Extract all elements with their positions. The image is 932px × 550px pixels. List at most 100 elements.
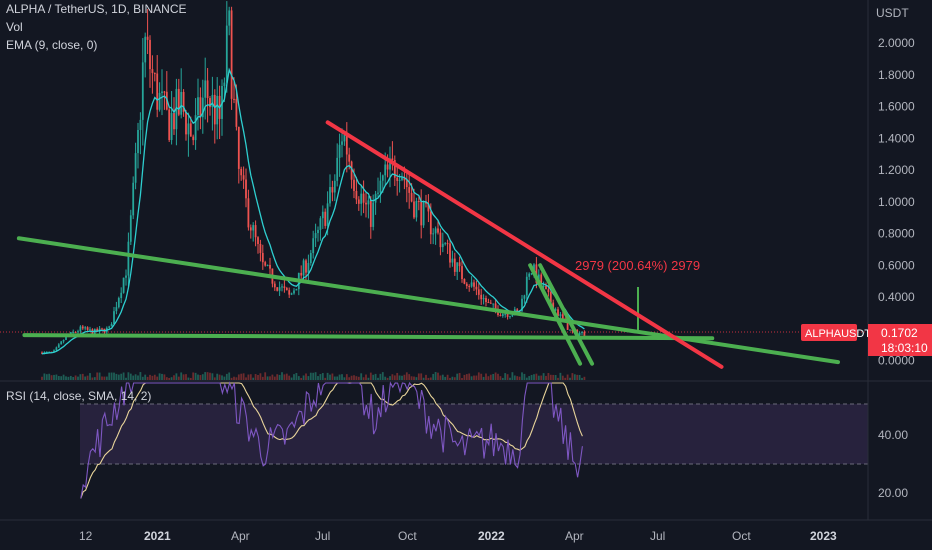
candle-body xyxy=(293,290,295,294)
rsi-legend[interactable]: RSI (14, close, SMA, 14, 2) xyxy=(6,389,152,403)
volume-bar xyxy=(62,374,65,380)
candle-body xyxy=(120,292,123,299)
candle-body xyxy=(475,286,478,290)
volume-bar xyxy=(101,376,103,380)
volume-bar xyxy=(537,375,540,380)
candle-body xyxy=(446,243,449,245)
symbol-title[interactable]: ALPHA / TetherUS, 1D, BINANCE xyxy=(6,2,187,16)
green-trendline[interactable] xyxy=(528,263,583,366)
volume-bar xyxy=(317,376,319,380)
candle-body xyxy=(151,69,154,74)
candle-body xyxy=(129,215,132,242)
volume-bar xyxy=(163,374,166,380)
volume-bar xyxy=(343,377,346,380)
candle-body xyxy=(465,283,468,287)
volume-bar xyxy=(218,374,221,380)
candle-body xyxy=(449,243,451,263)
candle-body xyxy=(437,228,439,233)
candle-body xyxy=(343,135,346,142)
volume-bar xyxy=(305,373,307,380)
volume-bar xyxy=(89,373,91,380)
candle-body xyxy=(521,298,523,312)
volume-bar xyxy=(194,372,197,380)
volume-bar xyxy=(117,374,120,380)
green-trendline[interactable] xyxy=(538,263,595,366)
candle-body xyxy=(257,237,259,244)
volume-bar xyxy=(573,374,576,380)
volume-bar xyxy=(252,377,255,380)
volume-bar xyxy=(300,377,303,380)
volume-bar xyxy=(245,377,247,380)
volume-bar xyxy=(271,374,274,380)
volume-bar xyxy=(410,376,413,380)
volume-bar xyxy=(204,372,207,380)
rsi-line xyxy=(80,381,583,499)
candle-body xyxy=(403,177,406,181)
volume-bar xyxy=(79,374,82,380)
volume-bar xyxy=(492,373,495,380)
volume-bar xyxy=(321,373,324,380)
volume-bar xyxy=(341,374,343,380)
volume-bar xyxy=(180,372,183,380)
candle-body xyxy=(336,157,339,181)
candle-body xyxy=(177,88,180,115)
volume-bar xyxy=(110,372,113,380)
candle-body xyxy=(391,158,394,161)
candle-body xyxy=(504,313,507,315)
volume-bar xyxy=(453,377,456,380)
volume-bar xyxy=(74,375,77,380)
trendlines[interactable] xyxy=(16,120,840,369)
volume-bar xyxy=(379,373,382,380)
candle-body xyxy=(96,328,99,332)
candle-body xyxy=(314,233,317,239)
candle-body xyxy=(110,324,113,327)
volume-bar xyxy=(281,372,283,380)
volume-bar xyxy=(153,374,156,380)
red-trendline[interactable] xyxy=(325,120,724,369)
volume-bar xyxy=(290,377,293,380)
candle-body xyxy=(341,141,343,145)
volume-legend[interactable]: Vol xyxy=(6,20,23,34)
candle-body xyxy=(81,326,84,329)
volume-bars xyxy=(41,372,586,380)
volume-bar xyxy=(525,377,528,380)
candle-body xyxy=(201,97,204,118)
price-scale-ticks[interactable]: 2.0000 1.8000 1.6000 1.4000 1.2000 1.0000 0.80… xyxy=(878,36,915,368)
volume-bar xyxy=(329,374,331,380)
volume-bar xyxy=(482,376,485,380)
volume-bar xyxy=(499,376,502,380)
candle-body xyxy=(144,36,147,63)
candle-body xyxy=(235,98,238,127)
candle-body xyxy=(398,179,401,181)
volume-bar xyxy=(336,376,339,380)
price-tick-label: 0.6000 xyxy=(878,258,915,272)
time-label-jul-2022: Jul xyxy=(650,529,665,543)
time-label-oct-2022: Oct xyxy=(732,529,751,543)
volume-bar xyxy=(360,373,363,380)
volume-bar xyxy=(312,372,315,380)
candle-body xyxy=(161,91,163,93)
candle-body xyxy=(549,292,552,303)
volume-bar xyxy=(475,375,478,380)
candle-body xyxy=(509,316,511,318)
candle-body xyxy=(266,264,269,266)
candle-body xyxy=(137,129,139,154)
candle-body xyxy=(139,119,142,130)
volume-bar xyxy=(309,372,312,380)
candle-body xyxy=(276,287,279,291)
ema-legend[interactable]: EMA (9, close, 0) xyxy=(6,38,98,52)
volume-bar xyxy=(432,373,435,380)
candle-body xyxy=(319,218,322,230)
candle-body xyxy=(439,232,442,248)
candle-body xyxy=(113,311,115,325)
volume-bar xyxy=(319,374,322,380)
candle-body xyxy=(65,335,67,340)
candle-body xyxy=(357,199,360,204)
volume-bar xyxy=(533,374,535,380)
green-trendline[interactable] xyxy=(22,333,715,341)
volume-bar xyxy=(381,372,384,380)
green-trendline[interactable] xyxy=(16,236,840,365)
candle-body xyxy=(453,258,456,272)
